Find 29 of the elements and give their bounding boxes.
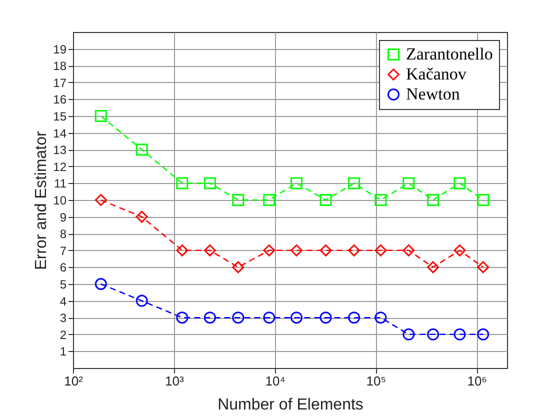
legend-label: Kačanov	[406, 64, 467, 84]
x-tick-label: 10⁶	[467, 374, 488, 388]
y-tick-label: 14	[53, 126, 67, 140]
y-tick-label: 11	[54, 176, 67, 191]
y-tick-label: 12	[53, 160, 67, 174]
legend-label: Newton	[406, 84, 460, 104]
x-tick-label: 10²	[64, 374, 84, 388]
y-tick-label: 7	[60, 244, 67, 258]
y-tick-label: 4	[60, 294, 67, 308]
y-tick-label: 1	[60, 344, 67, 359]
y-tick-label: 6	[60, 260, 67, 275]
y-tick-label: 2	[60, 328, 67, 342]
y-tick-label: 16	[53, 92, 67, 107]
x-tick-label: 10⁴	[265, 374, 286, 388]
y-tick-label: 9	[60, 210, 67, 224]
x-tick-label: 10⁵	[366, 374, 386, 388]
y-tick-label: 8	[60, 227, 67, 242]
y-tick-label: 10	[53, 194, 67, 208]
y-tick-label: 3	[60, 311, 67, 326]
x-axis-title: Number of Elements	[218, 396, 364, 414]
y-tick-label: 5	[60, 278, 67, 292]
x-tick-label: 10³	[165, 374, 184, 388]
y-tick-label: 17	[53, 76, 67, 90]
y-tick-label: 13	[53, 143, 67, 158]
legend-label: Zarantonello	[406, 44, 493, 64]
y-axis-title: Error and Estimator	[33, 130, 50, 270]
y-tick-label: 15	[53, 110, 67, 124]
y-tick-label: 19	[53, 42, 67, 56]
y-tick-label: 18	[53, 59, 67, 74]
